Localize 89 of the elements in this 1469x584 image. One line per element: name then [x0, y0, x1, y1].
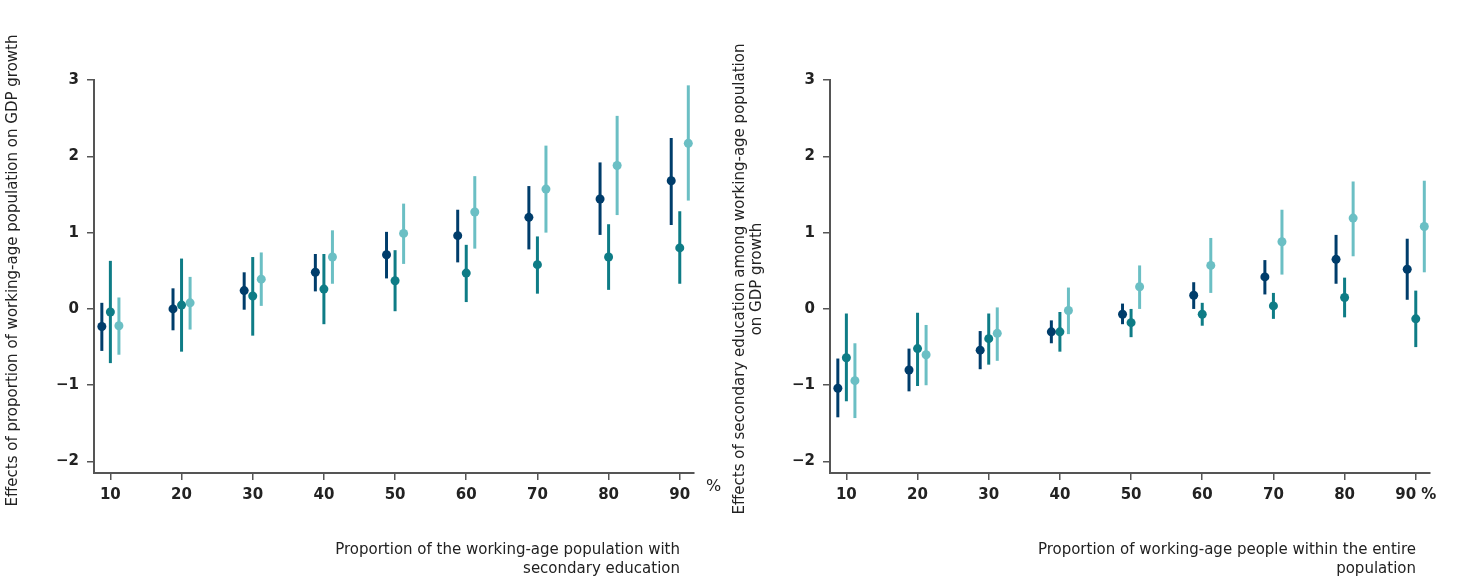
x-tick-label: 20 [171, 484, 192, 503]
y-tick-label: 3 [68, 69, 80, 88]
x-tick-label: 20 [907, 484, 928, 503]
x-tick-label: 80 [598, 484, 620, 503]
point [666, 176, 676, 186]
point [612, 160, 622, 170]
x-tick-label: 90 [669, 484, 691, 503]
x-tick-label: 40 [1049, 484, 1071, 503]
point [1197, 309, 1207, 319]
y-axis-title: Effects of proportion of working-age population on GDP growth [2, 33, 21, 509]
x-tick-label: 40 [313, 484, 335, 503]
text: % [706, 476, 722, 496]
point [399, 228, 409, 238]
point [1118, 309, 1128, 319]
y-tick-label: 0 [68, 298, 80, 317]
point [1135, 282, 1145, 292]
x-axis-title: Proportion of the working-age population with secondary education [334, 540, 680, 578]
point [913, 344, 923, 354]
point [390, 276, 400, 286]
point [1340, 292, 1350, 302]
point [470, 207, 480, 217]
point [1419, 222, 1429, 232]
point [541, 184, 551, 194]
point [1411, 314, 1421, 324]
y-tick-label: −1 [55, 375, 80, 394]
point [833, 383, 843, 393]
point [256, 274, 266, 284]
point [1331, 254, 1341, 264]
point [382, 250, 392, 260]
y-tick-label: 1 [804, 222, 816, 241]
y-tick-label: 3 [804, 69, 816, 88]
x-tick-label: 30 [242, 484, 264, 503]
point [185, 298, 195, 308]
point [683, 138, 693, 148]
point [524, 212, 534, 222]
point [1063, 305, 1073, 315]
x-tick-label: 70 [526, 484, 548, 503]
point [1277, 237, 1287, 247]
point [984, 334, 994, 344]
point [595, 194, 605, 204]
point [1260, 272, 1270, 282]
y-tick-label: −1 [791, 375, 816, 394]
y-tick-label: 1 [68, 222, 80, 241]
point [105, 307, 115, 317]
x-tick-label: 50 [384, 484, 406, 503]
y-tick-label: 2 [68, 146, 80, 165]
point [453, 231, 463, 241]
point [1402, 264, 1412, 274]
point [1189, 290, 1199, 300]
x-tick-label: 70 [1262, 484, 1284, 503]
point [604, 252, 614, 262]
y-tick-label: 2 [804, 146, 816, 165]
point [675, 243, 685, 253]
x-axis-title: Proportion of working-age people within the entire population [1036, 540, 1416, 578]
y-axis-title: Effects of secondary education among working-age population on GDP growth [730, 42, 765, 517]
x-tick-label: 10 [99, 484, 121, 503]
point [841, 353, 851, 363]
point [461, 268, 471, 278]
point [975, 345, 985, 355]
y-tick-label: −2 [791, 451, 816, 470]
point [1046, 327, 1056, 337]
x-tick-label: 50 [1120, 484, 1142, 503]
point [319, 284, 329, 294]
y-tick-label: 0 [804, 298, 816, 317]
x-tick-label: 90 % [1395, 484, 1437, 503]
point [177, 300, 187, 310]
point [1126, 318, 1136, 328]
point [327, 252, 337, 262]
x-tick-label: 30 [978, 484, 1000, 503]
x-tick-label: 60 [455, 484, 477, 503]
point [532, 260, 542, 270]
point [310, 267, 320, 277]
point [97, 321, 107, 331]
point [114, 321, 124, 331]
point [1055, 327, 1065, 337]
point [1206, 260, 1216, 270]
point [1348, 213, 1358, 223]
point [248, 291, 258, 301]
point [1268, 301, 1278, 311]
x-tick-label: 10 [835, 484, 857, 503]
y-tick-label: −2 [55, 451, 80, 470]
point [850, 376, 860, 386]
point [239, 286, 249, 296]
point [168, 304, 178, 314]
point [904, 365, 914, 375]
x-tick-label: 80 [1334, 484, 1356, 503]
x-tick-label: 60 [1191, 484, 1213, 503]
point [921, 350, 931, 360]
point [992, 328, 1002, 338]
